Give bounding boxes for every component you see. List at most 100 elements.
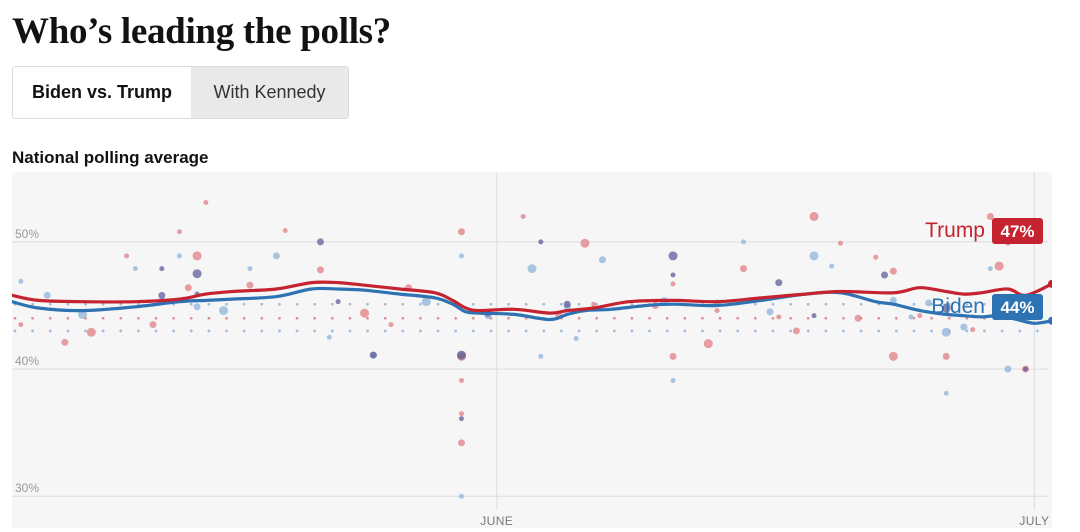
minor-poll-dot [383, 329, 387, 333]
trump-poll-dot [360, 308, 370, 318]
minor-poll-dot [366, 302, 369, 306]
trump-value-label: 47% [1000, 222, 1034, 241]
minor-poll-dot [489, 302, 493, 306]
minor-poll-dot [260, 316, 264, 320]
biden-poll-dot [741, 239, 747, 245]
trump-poll-dot [669, 352, 677, 360]
minor-poll-dot [683, 316, 687, 320]
y-tick-label: 30% [15, 481, 39, 495]
trump-poll-dot [792, 327, 800, 335]
trump-poll-dot [149, 321, 157, 329]
minor-poll-dot [419, 316, 422, 320]
minor-poll-dot [242, 302, 246, 306]
trump-series-label: Trump [925, 219, 985, 242]
minor-poll-dot [630, 329, 634, 333]
minor-poll-dot [31, 316, 35, 320]
minor-poll-dot [66, 329, 70, 333]
minor-poll-dot [542, 302, 546, 306]
trump-poll-dot [61, 338, 69, 346]
minor-poll-dot [348, 302, 352, 306]
trump-poll-dot [591, 301, 597, 307]
minor-poll-dot [595, 316, 599, 320]
minor-poll-dot [736, 329, 740, 333]
trump-poll-dot [282, 227, 288, 233]
biden-poll-dot [829, 263, 835, 269]
minor-poll-dot [859, 302, 863, 306]
page-headline: Who’s leading the polls? [12, 11, 391, 52]
minor-poll-dot [313, 329, 317, 333]
minor-poll-dot [172, 316, 176, 320]
minor-poll-dot [947, 316, 951, 320]
trump-poll-dot [873, 254, 879, 260]
biden-poll-dot [908, 314, 914, 320]
minor-poll-dot [419, 302, 422, 306]
tab-group: Biden vs. Trump With Kennedy [12, 66, 349, 119]
minor-poll-dot [366, 329, 369, 333]
minor-poll-dot [665, 316, 669, 320]
trump-poll-dot [854, 314, 862, 322]
minor-poll-dot [894, 329, 898, 333]
tab-biden-vs-trump[interactable]: Biden vs. Trump [13, 67, 191, 118]
trump-poll-dot [203, 200, 209, 206]
y-tick-label: 50% [15, 227, 39, 241]
minor-poll-dot [630, 302, 634, 306]
minor-poll-dot [560, 302, 563, 306]
minor-poll-dot [401, 316, 405, 320]
mixed-poll-dot [563, 300, 571, 308]
trump-poll-dot [837, 240, 843, 246]
minor-poll-dot [295, 329, 299, 333]
minor-poll-dot [136, 329, 140, 333]
biden-poll-dot [421, 297, 431, 307]
minor-poll-dot [154, 329, 158, 333]
trump-poll-dot [809, 212, 819, 221]
minor-poll-dot [983, 329, 986, 333]
minor-poll-dot [189, 302, 193, 306]
minor-poll-dot [806, 302, 810, 306]
trump-poll-dot [457, 228, 465, 236]
minor-poll-dot [66, 302, 70, 306]
biden-poll-dot [538, 353, 544, 359]
biden-poll-dot [766, 308, 774, 316]
minor-poll-dot [101, 316, 105, 320]
minor-poll-dot [965, 302, 969, 306]
minor-poll-dot [119, 329, 123, 333]
tab-with-kennedy[interactable]: With Kennedy [191, 67, 348, 118]
minor-poll-dot [366, 316, 369, 320]
biden-poll-dot [941, 327, 951, 337]
minor-poll-dot [84, 329, 87, 333]
minor-poll-dot [401, 329, 405, 333]
chart-title: National polling average [12, 148, 209, 167]
mixed-poll-dot [538, 239, 544, 245]
minor-poll-dot [877, 329, 881, 333]
minor-poll-dot [278, 316, 281, 320]
minor-poll-dot [507, 329, 510, 333]
trump-poll-dot [86, 327, 96, 337]
minor-poll-dot [1000, 329, 1004, 333]
minor-poll-dot [912, 302, 916, 306]
trump-poll-dot [986, 213, 994, 220]
trump-poll-dot [776, 314, 782, 320]
minor-poll-dot [842, 316, 845, 320]
minor-poll-dot [789, 302, 792, 306]
trump-poll-dot [388, 322, 394, 328]
minor-poll-dot [454, 329, 458, 333]
minor-poll-dot [48, 329, 52, 333]
biden-average-line [12, 286, 1052, 325]
biden-series-label: Biden [931, 295, 985, 318]
minor-poll-dot [313, 302, 317, 306]
trump-poll-dot [458, 411, 464, 417]
biden-poll-dot [925, 299, 933, 307]
trump-poll-dot [458, 378, 464, 384]
minor-poll-dot [330, 302, 334, 306]
minor-poll-dot [471, 329, 475, 333]
minor-poll-dot [507, 302, 510, 306]
biden-poll-dot [960, 323, 968, 331]
minor-poll-dot [753, 329, 757, 333]
trump-poll-dot [184, 284, 192, 292]
trump-poll-dot [942, 352, 950, 360]
minor-poll-dot [1018, 329, 1022, 333]
minor-poll-dot [560, 329, 563, 333]
biden-poll-dot [18, 278, 24, 284]
minor-poll-dot [489, 329, 493, 333]
minor-poll-dot [753, 302, 757, 306]
